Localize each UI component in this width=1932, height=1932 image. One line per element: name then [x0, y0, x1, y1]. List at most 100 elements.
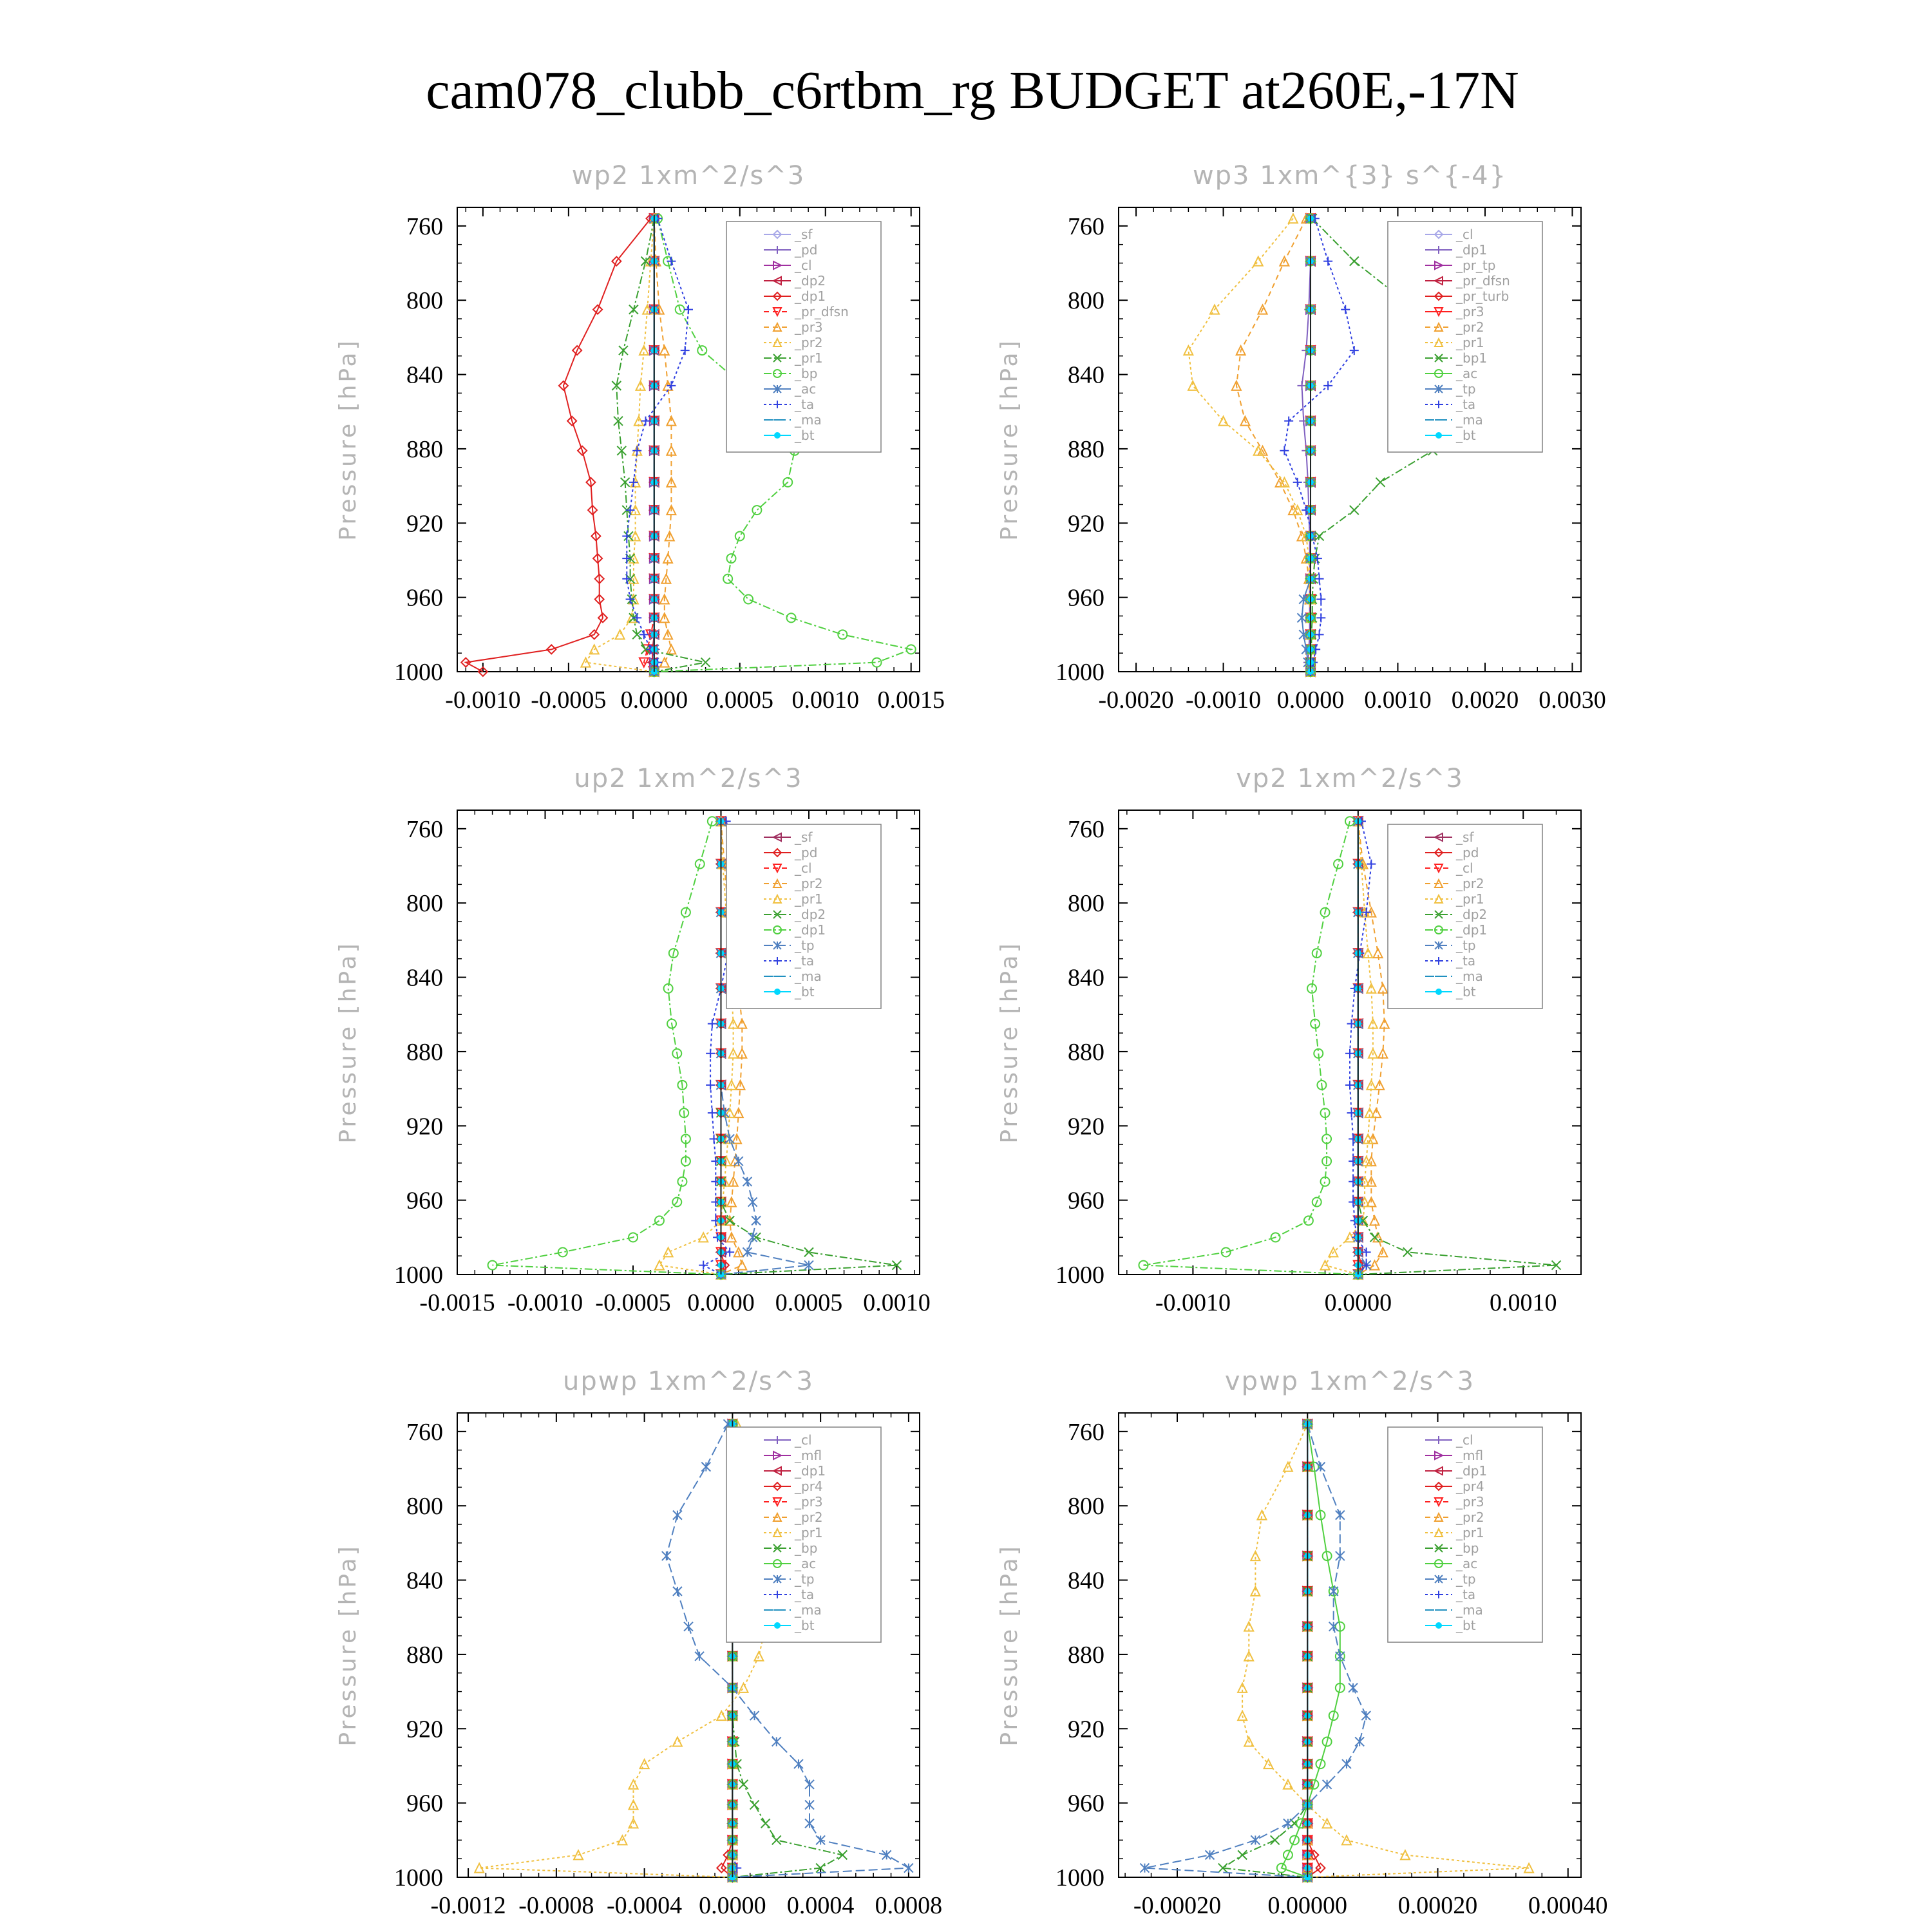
data-point-bp: [837, 629, 848, 640]
legend-label-pr2: _pr2: [1455, 319, 1484, 335]
data-point-pr2: [1374, 1079, 1385, 1090]
legend-marker-cl: [772, 864, 782, 874]
y-tick-label: 920: [1068, 1716, 1104, 1743]
data-point-dp1: [545, 643, 557, 655]
data-point-tp: [1329, 1621, 1339, 1632]
data-point-ta: [632, 446, 642, 455]
data-point-pr2: [733, 1246, 744, 1258]
data-point-pr1: [620, 477, 630, 488]
data-point-pr1: [1321, 1817, 1333, 1829]
data-point-pr3: [659, 612, 670, 623]
data-point-tp: [672, 1586, 683, 1596]
legend-marker-bt: [1435, 989, 1442, 995]
budget-panel-5: upwp 1xm^2/s^3 Pressure [hPa] 760 800 840 880…: [335, 1367, 942, 1919]
data-point-bp: [1218, 1862, 1228, 1873]
legend-label-dp2: _dp2: [1455, 907, 1487, 922]
legend-label-ta: _ta: [794, 397, 814, 412]
legend-label-pr2: _pr2: [794, 1510, 823, 1525]
panel-title: wp2 1xm^2/s^3: [572, 161, 806, 191]
x-tick-label: 0.00020: [1398, 1892, 1478, 1919]
data-point-dp2: [1551, 1260, 1562, 1271]
data-point-dp1: [1333, 858, 1344, 869]
data-point-dp1: [1307, 983, 1318, 994]
data-point-pr3: [665, 643, 677, 655]
data-point-bp: [726, 553, 737, 564]
legend-marker-dp1: [772, 291, 782, 301]
x-tick-label: 0.0005: [706, 687, 774, 714]
legend-marker-ac: [773, 1559, 782, 1568]
legend-label-dp2: _dp2: [794, 907, 826, 922]
series-line-bp: [654, 218, 914, 672]
legend-marker-pr-tp: [1434, 260, 1444, 270]
data-point-ta: [625, 506, 635, 515]
data-point-pr2: [629, 530, 641, 542]
legend-label-bt: _bt: [794, 984, 815, 999]
legend-label-pr-dfsn: _pr_dfsn: [1455, 273, 1510, 289]
legend-marker-pr1: [773, 354, 782, 363]
data-point-pr3: [660, 573, 672, 584]
data-point-pr2: [726, 1196, 737, 1208]
legend-label-cl: _cl: [1455, 227, 1473, 242]
data-point-dp1: [654, 1215, 665, 1226]
legend-marker-sf: [1433, 832, 1443, 842]
legend-label-mfl: _mfl: [1455, 1448, 1483, 1463]
series-line-pr1: [1323, 821, 1374, 1275]
legend-label-bt: _bt: [794, 1618, 815, 1633]
legend-label-cl: _cl: [1455, 860, 1473, 876]
legend-label-pr1: _pr1: [794, 350, 823, 366]
data-point-pr1: [616, 1834, 629, 1846]
legend-marker-pr1: [1434, 337, 1444, 347]
y-tick-label: 1000: [394, 1864, 443, 1891]
legend-label-cl: _cl: [794, 258, 812, 273]
data-point-ta: [632, 613, 642, 623]
legend-label-mfl: _mfl: [794, 1448, 822, 1463]
legend-marker-dp1: [1435, 246, 1443, 254]
legend-marker-pr2: [1434, 321, 1444, 332]
legend-label-tp: _tp: [794, 938, 815, 953]
legend-label-pr1: _pr1: [794, 1525, 823, 1540]
legend-label-ac: _ac: [1455, 366, 1477, 381]
data-point-pr4: [1315, 1862, 1326, 1873]
y-tick-label: 1000: [1056, 1864, 1104, 1891]
x-tick-label: -0.0005: [595, 1289, 670, 1316]
legend-marker-pd: [773, 246, 781, 254]
data-point-tp: [742, 1177, 753, 1187]
data-point-bp: [749, 1799, 760, 1810]
data-point-pr2: [1372, 947, 1384, 959]
y-tick-label: 800: [406, 1493, 443, 1520]
data-point-pr1: [654, 1259, 665, 1271]
data-point-pr3: [665, 444, 677, 456]
data-point-tp: [1335, 1510, 1345, 1520]
data-point-pr1: [728, 1047, 739, 1059]
legend-marker-ta: [1435, 401, 1443, 408]
legend-marker-bt: [774, 1622, 781, 1629]
legend-label-ta: _ta: [794, 953, 814, 969]
data-point-ta: [1314, 574, 1324, 583]
data-point-pr1: [1282, 1778, 1294, 1790]
y-tick-label: 960: [406, 1188, 443, 1215]
legend-label-ma: _ma: [794, 412, 822, 428]
data-point-tp: [1321, 1779, 1332, 1790]
x-tick-label: 0.0000: [621, 687, 688, 714]
data-point-dp1: [558, 380, 569, 392]
legend-marker-pr3: [772, 1497, 782, 1508]
data-point-pr1: [1243, 1650, 1255, 1662]
y-tick-label: 960: [1068, 1790, 1104, 1817]
x-tick-label: -0.0012: [431, 1892, 506, 1919]
data-point-dp1: [1313, 1048, 1324, 1059]
data-point-pr2: [580, 656, 592, 668]
data-point-bp: [1237, 1850, 1247, 1861]
data-point-pr1: [1365, 982, 1377, 994]
data-point-pr2: [1379, 1018, 1390, 1029]
data-point-pr2: [1239, 415, 1251, 426]
x-tick-label: -0.0008: [518, 1892, 594, 1919]
legend-label-ma: _ma: [1455, 412, 1483, 428]
y-tick-label: 760: [1068, 1419, 1104, 1446]
data-point-dp1: [1270, 1232, 1281, 1243]
series-line-pr2: [1235, 218, 1311, 672]
data-point-pr1: [1327, 1246, 1339, 1258]
legend-label-pr3: _pr3: [1455, 1494, 1484, 1510]
data-point-ac: [1334, 1621, 1345, 1632]
data-point-tp: [734, 1156, 744, 1166]
y-tick-label: 800: [1068, 890, 1104, 917]
